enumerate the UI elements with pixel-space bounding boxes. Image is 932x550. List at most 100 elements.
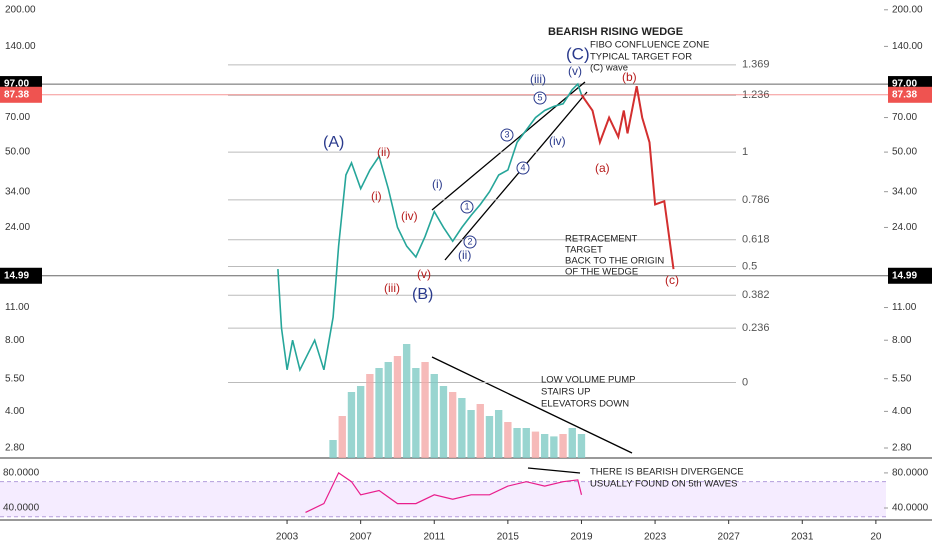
- volume-bar: [366, 374, 374, 458]
- annotation: BEARISH RISING WEDGE: [548, 26, 683, 38]
- volume-bar: [439, 386, 448, 458]
- annotation: (v): [417, 267, 431, 281]
- annotation: (i): [432, 177, 443, 191]
- volume-bar: [458, 398, 466, 458]
- y-tick-label-right: 5.50: [892, 373, 912, 384]
- fib-label: 0.618: [742, 234, 770, 246]
- y-tick-label: 50.00: [5, 147, 30, 158]
- rsi-line: [305, 472, 583, 513]
- y-tick-label-right: 24.00: [892, 222, 917, 233]
- annotation: (B): [412, 286, 433, 303]
- volume-bar: [559, 434, 567, 458]
- volume-bar: [448, 392, 457, 458]
- price-projection: [580, 86, 675, 270]
- annotation: TARGET: [565, 245, 603, 256]
- annotation: (C) wave: [590, 63, 628, 74]
- annotation: (i): [371, 189, 382, 203]
- volume-bar: [402, 344, 411, 458]
- volume-bar: [476, 404, 484, 458]
- annotation: FIBO CONFLUENCE ZONE: [590, 40, 709, 51]
- y-tick-label-right: 50.00: [892, 147, 917, 158]
- annotation: (c): [665, 273, 679, 287]
- fib-label: 0.236: [742, 322, 770, 334]
- wave-number: 2: [467, 236, 472, 246]
- price-badge-label: 97.00: [892, 79, 917, 90]
- annotation: (A): [323, 134, 344, 151]
- y-tick-label: 24.00: [5, 222, 30, 233]
- annotation: (a): [595, 161, 610, 175]
- volume-bar: [329, 440, 337, 458]
- volume-bar: [540, 434, 549, 458]
- y-tick-label-right: 34.00: [892, 186, 917, 197]
- volume-bar: [467, 410, 475, 458]
- annotation: (ii): [377, 145, 390, 159]
- volume-bar: [550, 436, 558, 458]
- fib-label: 0.5: [742, 260, 757, 272]
- wave-number: 1: [464, 201, 469, 211]
- rsi-tick-label: 80.0000: [3, 468, 40, 479]
- x-tick-label: 2007: [350, 532, 373, 543]
- fib-label: 1: [742, 146, 748, 158]
- volume-bar: [356, 386, 365, 458]
- rsi-band: [0, 481, 886, 517]
- y-tick-label: 11.00: [5, 302, 30, 313]
- annotation: (v): [568, 64, 582, 78]
- wave-circle: [533, 91, 547, 105]
- wedge-upper: [431, 81, 586, 211]
- volume-bar: [375, 368, 383, 458]
- y-tick-label: 34.00: [5, 186, 30, 197]
- annotation: ELEVATORS DOWN: [541, 399, 629, 410]
- wave-number: 4: [520, 162, 525, 172]
- fib-label: 0.382: [742, 289, 770, 301]
- price-badge-label: 97.00: [4, 79, 29, 90]
- x-tick-label: 2019: [570, 532, 593, 543]
- divergence-line: [527, 467, 581, 474]
- rsi-tick-label-right: 40.0000: [892, 503, 929, 514]
- y-tick-label-right: 140.00: [892, 41, 923, 52]
- y-tick-label-right: 70.00: [892, 112, 917, 123]
- volume-bar: [384, 362, 392, 458]
- annotation: LOW VOLUME PUMP: [541, 375, 636, 386]
- volume-trendline: [431, 356, 633, 454]
- annotation: (C): [566, 44, 590, 63]
- y-tick-label: 70.00: [5, 112, 30, 123]
- price-badge-label: 14.99: [892, 270, 917, 281]
- annotation: BACK TO THE ORIGIN: [565, 256, 664, 267]
- volume-bar: [347, 392, 356, 458]
- y-tick-label-right: 4.00: [892, 406, 912, 417]
- y-tick-label: 5.50: [5, 373, 25, 384]
- annotation: THERE IS BEARISH DIVERGENCE: [590, 467, 744, 478]
- price-badge: [0, 267, 42, 284]
- volume-bar: [412, 368, 420, 458]
- fib-label: 0.786: [742, 194, 770, 206]
- annotation: (iv): [401, 209, 418, 223]
- y-tick-label-right: 2.80: [892, 443, 912, 454]
- annotation: STAIRS UP: [541, 387, 590, 398]
- y-tick-label: 8.00: [5, 335, 25, 346]
- volume-bar: [393, 356, 402, 458]
- y-tick-label: 4.00: [5, 406, 25, 417]
- rsi-tick-label-right: 80.0000: [892, 468, 929, 479]
- volume-bar: [531, 431, 540, 458]
- volume-bar: [494, 410, 503, 458]
- annotation: (b): [622, 70, 637, 84]
- y-tick-label: 2.80: [5, 443, 25, 454]
- x-tick-label: 2015: [497, 532, 520, 543]
- wave-number: 3: [504, 129, 509, 139]
- annotation: USUALLY FOUND ON 5th WAVES: [590, 479, 737, 490]
- x-tick-label: 20: [870, 532, 882, 543]
- x-tick-label: 2031: [791, 532, 814, 543]
- volume-bar: [421, 362, 429, 458]
- price-badge-label: 87.38: [4, 89, 29, 100]
- y-tick-label-right: 200.00: [892, 4, 923, 15]
- volume-bar: [338, 416, 346, 458]
- price-badge: [0, 86, 42, 103]
- wave-number: 5: [537, 92, 542, 102]
- price-badge: [888, 267, 932, 284]
- y-tick-label: 140.00: [5, 41, 36, 52]
- wave-circle: [516, 161, 530, 175]
- x-tick-label: 2011: [424, 532, 446, 543]
- annotation: (ii): [458, 248, 471, 262]
- annotation: (iv): [549, 134, 566, 148]
